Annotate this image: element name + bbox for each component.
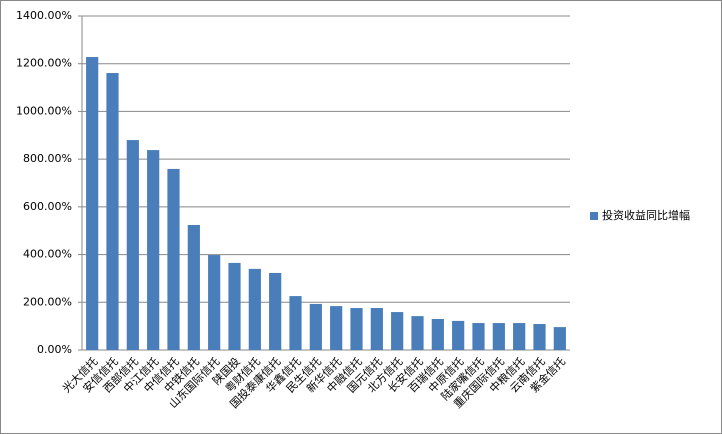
y-tick-label: 1400.00% bbox=[16, 9, 72, 22]
bar bbox=[431, 318, 444, 350]
y-tick-label: 800.00% bbox=[23, 152, 72, 165]
y-tick-label: 1000.00% bbox=[16, 104, 72, 117]
bar bbox=[370, 308, 383, 350]
legend-label: 投资收益同比增幅 bbox=[602, 208, 690, 222]
bar bbox=[187, 224, 200, 350]
bar bbox=[309, 303, 322, 350]
bar bbox=[269, 272, 282, 350]
bar bbox=[492, 323, 505, 350]
bar bbox=[106, 73, 119, 351]
bar bbox=[248, 268, 261, 350]
bar bbox=[126, 140, 139, 350]
bar bbox=[228, 262, 241, 350]
y-tick-label: 200.00% bbox=[23, 295, 72, 308]
y-tick-label: 400.00% bbox=[23, 248, 72, 261]
bar bbox=[553, 327, 566, 350]
bar bbox=[533, 323, 546, 350]
bar bbox=[472, 323, 485, 350]
bar bbox=[208, 255, 221, 350]
bar bbox=[452, 320, 465, 350]
bar bbox=[147, 150, 160, 350]
y-tick-label: 1200.00% bbox=[16, 57, 72, 70]
y-tick-label: 600.00% bbox=[23, 200, 72, 213]
bar bbox=[391, 312, 404, 350]
bar bbox=[289, 296, 302, 350]
bar bbox=[411, 316, 424, 350]
bar bbox=[167, 168, 180, 350]
bar bbox=[350, 308, 363, 350]
y-tick-label: 0.00% bbox=[37, 343, 72, 356]
legend-swatch bbox=[590, 212, 598, 220]
bar bbox=[330, 306, 343, 350]
bar bbox=[86, 57, 99, 350]
bar bbox=[513, 323, 526, 350]
